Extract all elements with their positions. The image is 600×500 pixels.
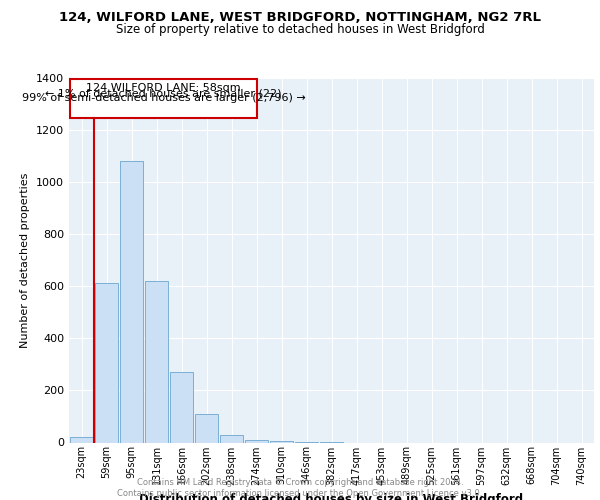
- Text: ← 1% of detached houses are smaller (22): ← 1% of detached houses are smaller (22): [45, 88, 281, 99]
- Bar: [270, 441, 293, 442]
- Bar: [95, 284, 118, 442]
- FancyBboxPatch shape: [70, 79, 257, 118]
- Bar: [245, 440, 268, 442]
- Text: 124, WILFORD LANE, WEST BRIDGFORD, NOTTINGHAM, NG2 7RL: 124, WILFORD LANE, WEST BRIDGFORD, NOTTI…: [59, 11, 541, 24]
- Text: Size of property relative to detached houses in West Bridgford: Size of property relative to detached ho…: [116, 22, 484, 36]
- Text: Contains HM Land Registry data © Crown copyright and database right 2024.
Contai: Contains HM Land Registry data © Crown c…: [118, 478, 482, 498]
- Bar: [120, 161, 143, 442]
- Text: 99% of semi-detached houses are larger (2,796) →: 99% of semi-detached houses are larger (…: [22, 94, 305, 104]
- X-axis label: Distribution of detached houses by size in West Bridgford: Distribution of detached houses by size …: [139, 493, 524, 500]
- Bar: [195, 414, 218, 442]
- Bar: [220, 434, 243, 442]
- Bar: [170, 372, 193, 442]
- Y-axis label: Number of detached properties: Number of detached properties: [20, 172, 31, 348]
- Bar: [145, 281, 168, 442]
- Bar: [70, 437, 93, 442]
- Text: 124 WILFORD LANE: 58sqm: 124 WILFORD LANE: 58sqm: [86, 84, 241, 94]
